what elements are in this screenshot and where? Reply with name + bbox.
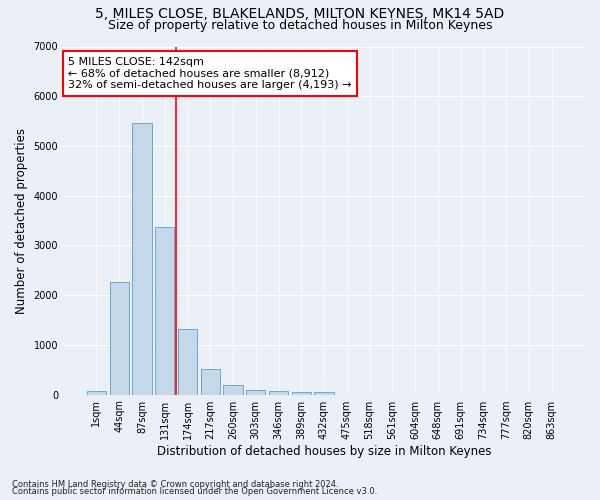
- Text: Size of property relative to detached houses in Milton Keynes: Size of property relative to detached ho…: [108, 19, 492, 32]
- Bar: [110, 282, 129, 395]
- Bar: [246, 390, 265, 394]
- Y-axis label: Number of detached properties: Number of detached properties: [15, 128, 28, 314]
- Text: Contains HM Land Registry data © Crown copyright and database right 2024.: Contains HM Land Registry data © Crown c…: [12, 480, 338, 489]
- Bar: [292, 392, 311, 394]
- Bar: [178, 330, 197, 394]
- Bar: [200, 369, 220, 394]
- Text: 5, MILES CLOSE, BLAKELANDS, MILTON KEYNES, MK14 5AD: 5, MILES CLOSE, BLAKELANDS, MILTON KEYNE…: [95, 8, 505, 22]
- Bar: [269, 391, 288, 394]
- Bar: [87, 390, 106, 394]
- Bar: [314, 392, 334, 394]
- X-axis label: Distribution of detached houses by size in Milton Keynes: Distribution of detached houses by size …: [157, 444, 491, 458]
- Bar: [132, 123, 152, 394]
- Text: 5 MILES CLOSE: 142sqm
← 68% of detached houses are smaller (8,912)
32% of semi-d: 5 MILES CLOSE: 142sqm ← 68% of detached …: [68, 57, 352, 90]
- Text: Contains public sector information licensed under the Open Government Licence v3: Contains public sector information licen…: [12, 487, 377, 496]
- Bar: [155, 226, 175, 394]
- Bar: [223, 386, 242, 394]
